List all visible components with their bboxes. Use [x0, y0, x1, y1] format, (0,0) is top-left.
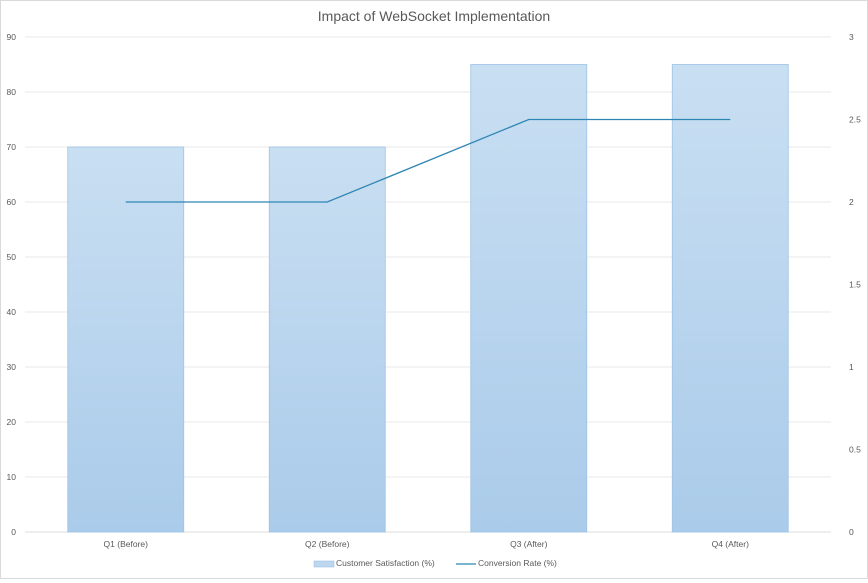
legend: Customer Satisfaction (%) Conversion Rat… [313, 558, 557, 568]
y2-tick-label: 3 [849, 32, 854, 42]
y-tick-label: 60 [7, 197, 17, 207]
y-tick-label: 30 [7, 362, 17, 372]
bar-4 [671, 64, 789, 533]
chart-title: Impact of WebSocket Implementation [318, 8, 550, 24]
y-tick-label: 90 [7, 32, 17, 42]
legend-label-conversion-rate: Conversion Rate (%) [478, 558, 557, 568]
x-tick-label: Q3 (After) [510, 539, 547, 549]
x-tick-label: Q1 (Before) [104, 539, 149, 549]
y-tick-label: 40 [7, 307, 17, 317]
y2-tick-label: 2 [849, 197, 854, 207]
y-tick-label: 0 [11, 527, 16, 537]
legend-label-customer-satisfaction: Customer Satisfaction (%) [336, 558, 435, 568]
y-tick-label: 70 [7, 142, 17, 152]
bar-1 [67, 146, 185, 533]
y2-tick-label: 1.5 [849, 280, 861, 290]
y2-tick-label: 0.5 [849, 445, 861, 455]
bar-series [67, 64, 789, 533]
y-axis-right: 0 0.5 1 1.5 2 2.5 3 [849, 32, 861, 537]
line-series [125, 118, 731, 203]
y-tick-label: 20 [7, 417, 17, 427]
y-axis-left: 0 10 20 30 40 50 60 70 80 90 [7, 32, 17, 537]
y-tick-label: 10 [7, 472, 17, 482]
x-tick-label: Q4 (After) [712, 539, 749, 549]
conversion-rate-line [125, 118, 731, 203]
x-tick-label: Q2 (Before) [305, 539, 350, 549]
bar-3 [470, 64, 588, 533]
x-axis: Q1 (Before) Q2 (Before) Q3 (After) Q4 (Afte… [104, 539, 750, 549]
bar-2 [268, 146, 386, 533]
y2-tick-label: 1 [849, 362, 854, 372]
legend-swatch-customer-satisfaction [313, 560, 335, 568]
y-tick-label: 50 [7, 252, 17, 262]
y2-tick-label: 0 [849, 527, 854, 537]
y-tick-label: 80 [7, 87, 17, 97]
y2-tick-label: 2.5 [849, 115, 861, 125]
